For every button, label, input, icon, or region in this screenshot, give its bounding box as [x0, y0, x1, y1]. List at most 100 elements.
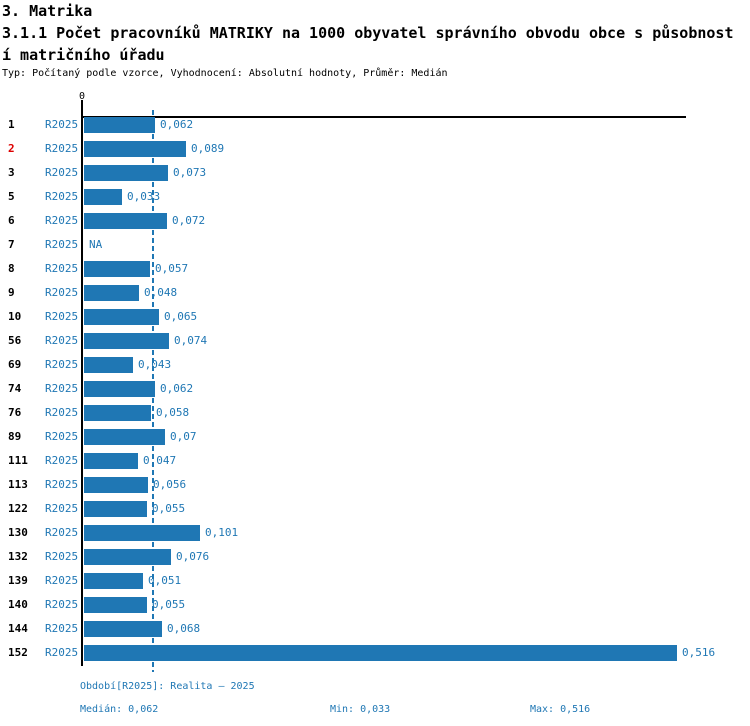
- row-category-label: 74: [8, 382, 22, 395]
- row-bar: [84, 405, 151, 421]
- row-category-label: 5: [8, 190, 15, 203]
- row-period-label: R2025: [45, 334, 79, 347]
- row-bar: [84, 309, 159, 325]
- row-value-label: NA: [89, 238, 103, 251]
- chart-subtitle-line2: í matričního úřadu: [2, 46, 165, 64]
- row-category-label: 56: [8, 334, 22, 347]
- row-bar: [84, 141, 186, 157]
- row-bar: [84, 429, 165, 445]
- row-value-label: 0,073: [173, 166, 207, 179]
- row-period-label: R2025: [45, 646, 79, 659]
- row-category-label: 122: [8, 502, 28, 515]
- chart-subtitle-line1: 3.1.1 Počet pracovníků MATRIKY na 1000 o…: [2, 24, 734, 42]
- row-bar: [84, 453, 138, 469]
- row-bar: [84, 117, 155, 133]
- row-bar: [84, 501, 147, 517]
- row-period-label: R2025: [45, 358, 79, 371]
- row-category-label: 89: [8, 430, 22, 443]
- footer-period-label: Období[R2025]: Realita – 2025: [80, 681, 255, 692]
- x-axis-zero-tick-label: 0: [78, 91, 86, 102]
- row-period-label: R2025: [45, 502, 79, 515]
- row-category-label: 2: [8, 142, 15, 155]
- row-period-label: R2025: [45, 190, 79, 203]
- row-bar: [84, 261, 150, 277]
- row-category-label: 69: [8, 358, 22, 371]
- chart-meta-info: Typ: Počítaný podle vzorce, Vyhodnocení:…: [2, 68, 448, 79]
- row-category-label: 152: [8, 646, 28, 659]
- y-axis-line: [81, 100, 83, 666]
- row-period-label: R2025: [45, 550, 79, 563]
- footer-min-stat: Min: 0,033: [330, 704, 391, 715]
- row-period-label: R2025: [45, 478, 79, 491]
- x-axis-line: [82, 116, 686, 118]
- row-category-label: 130: [8, 526, 28, 539]
- footer-max-stat: Max: 0,516: [530, 704, 591, 715]
- row-bar: [84, 357, 133, 373]
- row-period-label: R2025: [45, 262, 79, 275]
- row-category-label: 1: [8, 118, 15, 131]
- row-period-label: R2025: [45, 574, 79, 587]
- row-bar: [84, 477, 148, 493]
- row-value-label: 0,089: [191, 142, 225, 155]
- row-bar: [84, 165, 168, 181]
- row-category-label: 113: [8, 478, 28, 491]
- row-period-label: R2025: [45, 214, 79, 227]
- row-category-label: 9: [8, 286, 15, 299]
- row-value-label: 0,07: [170, 430, 197, 443]
- row-value-label: 0,101: [205, 526, 239, 539]
- row-bar: [84, 573, 143, 589]
- row-value-label: 0,062: [160, 118, 194, 131]
- row-period-label: R2025: [45, 406, 79, 419]
- row-period-label: R2025: [45, 142, 79, 155]
- row-bar: [84, 381, 155, 397]
- row-bar: [84, 549, 171, 565]
- row-period-label: R2025: [45, 598, 79, 611]
- row-bar: [84, 621, 162, 637]
- row-value-label: 0,074: [174, 334, 208, 347]
- row-period-label: R2025: [45, 118, 79, 131]
- row-bar: [84, 189, 122, 205]
- row-category-label: 76: [8, 406, 22, 419]
- row-value-label: 0,068: [167, 622, 201, 635]
- row-bar: [84, 333, 169, 349]
- row-period-label: R2025: [45, 622, 79, 635]
- row-period-label: R2025: [45, 454, 79, 467]
- row-value-label: 0,062: [160, 382, 194, 395]
- row-value-label: 0,043: [138, 358, 172, 371]
- row-period-label: R2025: [45, 310, 79, 323]
- row-bar: [84, 213, 167, 229]
- row-period-label: R2025: [45, 430, 79, 443]
- row-value-label: 0,033: [127, 190, 161, 203]
- row-value-label: 0,056: [153, 478, 187, 491]
- footer-median-stat: Medián: 0,062: [80, 704, 159, 715]
- row-value-label: 0,072: [172, 214, 206, 227]
- row-bar: [84, 525, 200, 541]
- row-period-label: R2025: [45, 526, 79, 539]
- row-value-label: 0,047: [143, 454, 177, 467]
- row-value-label: 0,057: [155, 262, 189, 275]
- row-bar: [84, 597, 147, 613]
- row-period-label: R2025: [45, 286, 79, 299]
- row-category-label: 8: [8, 262, 15, 275]
- row-value-label: 0,051: [148, 574, 182, 587]
- row-category-label: 140: [8, 598, 28, 611]
- row-value-label: 0,058: [156, 406, 190, 419]
- page-title: 3. Matrika: [2, 2, 93, 20]
- row-value-label: 0,076: [176, 550, 210, 563]
- row-category-label: 3: [8, 166, 15, 179]
- row-bar: [84, 285, 139, 301]
- row-value-label: 0,055: [152, 502, 186, 515]
- row-category-label: 139: [8, 574, 28, 587]
- row-bar: [84, 645, 677, 661]
- row-period-label: R2025: [45, 238, 79, 251]
- row-period-label: R2025: [45, 166, 79, 179]
- row-value-label: 0,048: [144, 286, 178, 299]
- row-category-label: 7: [8, 238, 15, 251]
- row-value-label: 0,055: [152, 598, 186, 611]
- row-category-label: 132: [8, 550, 28, 563]
- row-category-label: 111: [8, 454, 28, 467]
- row-value-label: 0,065: [164, 310, 198, 323]
- row-value-label: 0,516: [682, 646, 716, 659]
- row-category-label: 6: [8, 214, 15, 227]
- row-period-label: R2025: [45, 382, 79, 395]
